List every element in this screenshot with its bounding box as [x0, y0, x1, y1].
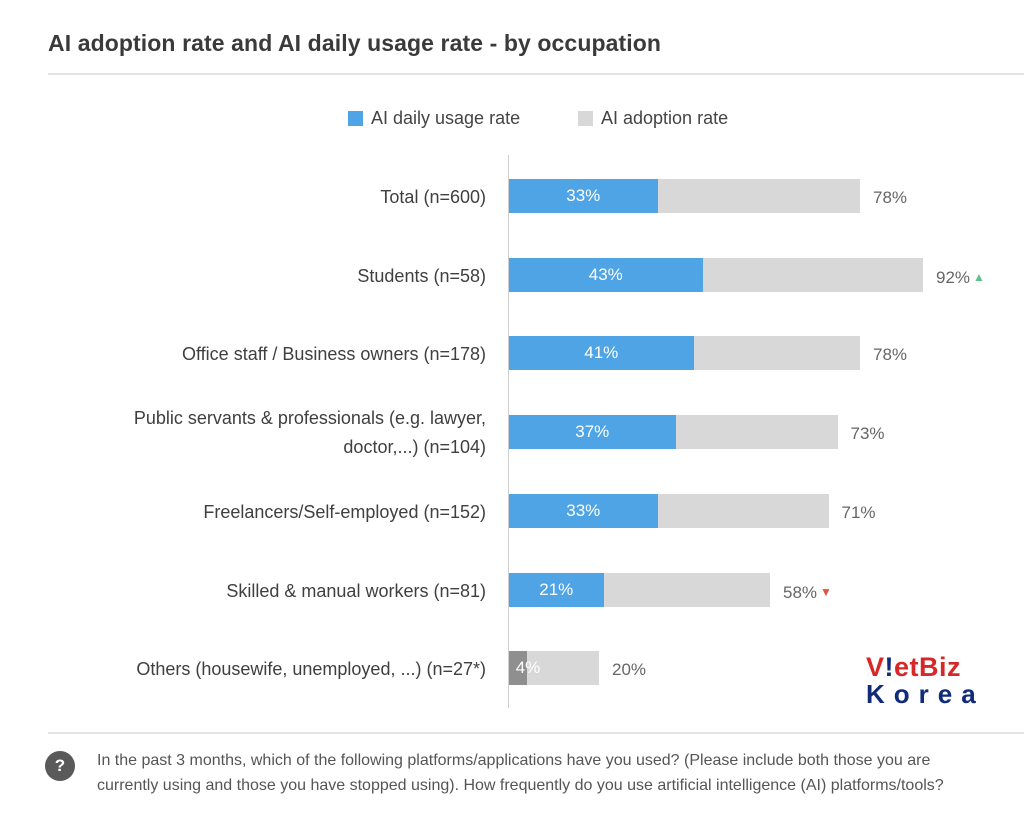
daily-usage-value-label: 4%	[515, 658, 541, 677]
category-label-line: Public servants & professionals (e.g. la…	[133, 408, 486, 428]
footer-divider	[48, 732, 1024, 734]
category-label-line: Others (housewife, unemployed, ...) (n=2…	[136, 658, 486, 679]
adoption-value-label: 20%	[612, 653, 646, 687]
bar-daily-usage-rate	[509, 336, 694, 370]
category-axis-line	[508, 155, 509, 708]
category-label: Students (n=58)	[16, 262, 486, 291]
daily-usage-value-label: 41%	[584, 343, 619, 362]
daily-usage-value-label: 33%	[566, 186, 601, 205]
bar-daily-usage-rate	[509, 494, 658, 528]
survey-question-note: In the past 3 months, which of the follo…	[97, 752, 944, 794]
adoption-value-label: 78%	[873, 181, 907, 215]
question-icon: ?	[45, 751, 75, 781]
adoption-value-text: 58%	[783, 583, 818, 602]
bar-daily-usage-rate	[509, 179, 658, 213]
bar-daily-usage-rate	[509, 651, 527, 685]
category-label: Others (housewife, unemployed, ...) (n=2…	[16, 655, 486, 684]
category-label: Total (n=600)	[16, 183, 486, 212]
category-label-line: Office staff / Business owners (n=178)	[182, 343, 486, 364]
adoption-value-label: 73%	[851, 417, 885, 451]
category-label-line: Freelancers/Self-employed (n=152)	[203, 501, 486, 522]
adoption-value-text: 78%	[873, 188, 908, 207]
logo-wordmark-bottom: Korea	[866, 679, 985, 709]
category-label: Office staff / Business owners (n=178)	[16, 340, 486, 369]
daily-usage-value-label: 33%	[566, 501, 601, 520]
adoption-value-text: 20%	[612, 660, 647, 679]
adoption-value-label: 71%	[842, 496, 876, 530]
significance-up-icon: ▲	[973, 270, 985, 284]
legend-item-adoption: AI adoption rate	[578, 108, 728, 129]
vietbiz-korea-logo: V!etBiz Korea	[866, 654, 996, 710]
daily-usage-value-label: 37%	[575, 422, 610, 441]
bar-daily-usage-rate	[509, 573, 604, 607]
logo-wordmark-top: V!etBiz	[866, 652, 962, 682]
chart-title: AI adoption rate and AI daily usage rate…	[48, 30, 662, 56]
significance-down-icon: ▼	[820, 585, 832, 599]
adoption-value-text: 92%	[936, 268, 971, 287]
bar-daily-usage-rate	[509, 258, 703, 292]
legend-swatch-adoption	[578, 111, 593, 126]
bar-daily-usage-rate	[509, 415, 676, 449]
adoption-value-label: 92% ▲	[936, 260, 985, 294]
category-label: Freelancers/Self-employed (n=152)	[16, 498, 486, 527]
category-label-line: Total (n=600)	[380, 186, 486, 207]
legend-label-daily-usage: AI daily usage rate	[371, 108, 521, 128]
adoption-value-label: 78%	[873, 338, 907, 372]
legend-item-daily-usage: AI daily usage rate	[348, 108, 520, 129]
adoption-value-text: 78%	[873, 345, 908, 364]
category-label-line: Skilled & manual workers (n=81)	[226, 580, 486, 601]
category-label-line: Students (n=58)	[357, 265, 486, 286]
daily-usage-value-label: 43%	[588, 265, 623, 284]
category-label-line: doctor,...) (n=104)	[343, 437, 486, 457]
adoption-value-text: 71%	[841, 503, 876, 522]
daily-usage-value-label: 21%	[539, 580, 574, 599]
adoption-value-text: 73%	[850, 424, 885, 443]
category-label: Skilled & manual workers (n=81)	[16, 577, 486, 606]
legend-swatch-daily-usage	[348, 111, 363, 126]
category-label: Public servants & professionals (e.g. la…	[16, 404, 486, 462]
adoption-value-label: 58% ▼	[783, 575, 832, 609]
title-divider	[48, 73, 1024, 75]
legend-label-adoption: AI adoption rate	[601, 108, 729, 128]
